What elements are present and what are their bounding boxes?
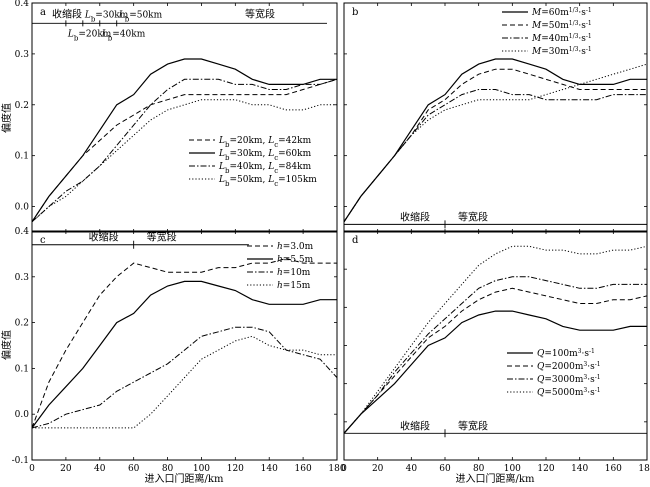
plot-frame: [343, 230, 648, 461]
y-tick-label: 0.0: [15, 410, 30, 420]
series-line-4: [32, 335, 337, 429]
panel-tag: b: [352, 7, 358, 18]
series-line-1: [343, 310, 647, 434]
series-line-2: [31, 58, 337, 223]
segment-right-label: 等宽段: [458, 419, 488, 432]
panel-b: b 收缩段 等宽段 M=60m1/3·s-1M=50m1/3·s-1M=40m1/3·…: [343, 2, 648, 233]
x-tick-label: 180: [328, 464, 345, 474]
panel-d: 0 20 40 60 80 100 120 140 160 180 d 收缩段 等宽段 Q=100m3·s…: [341, 230, 650, 474]
segment-left-label: 收缩段: [400, 419, 430, 432]
x-tick-label: 140: [571, 464, 588, 474]
series-line-1: [31, 257, 337, 429]
segment-right-label: 等宽段: [245, 7, 275, 20]
legend-label: h=15m: [277, 281, 311, 291]
legend-label: Lb=30km, Lc=60km: [218, 149, 312, 162]
legend-label: h=10m: [277, 268, 311, 278]
x-tick-label: 100: [193, 464, 210, 474]
y-tick-label: 0.2: [15, 319, 29, 329]
y-tick-label: -0.1: [12, 456, 29, 466]
legend-label: Lb=40km, Lc=84km: [218, 162, 312, 175]
legend-label: Lb=50km, Lc=105km: [218, 175, 317, 188]
series-line-2: [31, 280, 337, 429]
legend-label: Lb=20km, Lc=42km: [218, 136, 312, 149]
legend-label: M=60m1/3·s-1: [531, 7, 592, 19]
series-line-4: [343, 245, 648, 434]
x-tick-label: 20: [372, 464, 384, 474]
x-tick-label: 40: [406, 464, 418, 474]
series-line-1: [343, 58, 647, 223]
segment-left-label: 收缩段: [400, 210, 430, 223]
y-tick-label: 0.4: [15, 227, 30, 237]
x-tick-label: 160: [295, 464, 312, 474]
legend-label: h=3.0m: [277, 242, 314, 252]
panel-tag: c: [40, 235, 46, 246]
x-tick-label: 140: [261, 464, 278, 474]
marker-label: Lb=30km: [84, 10, 129, 23]
legend: Q=100m3·s-1Q=2000m3·s-1Q=3000m3·s-1Q=500…: [507, 348, 601, 399]
y-tick-label: 0.3: [15, 50, 30, 60]
x-tick-label: 120: [227, 464, 244, 474]
panel-tag: d: [352, 235, 359, 246]
legend-label: h=5.5m: [277, 255, 314, 265]
legend: h=3.0m h=5.5m h=10m h=15m: [247, 242, 314, 291]
y-axis-label: 偏度值: [0, 103, 13, 133]
plot-frame: [343, 2, 648, 233]
series-line-4: [31, 99, 337, 223]
x-tick-label: 180: [638, 464, 650, 474]
y-tick-label: 0.4: [15, 0, 30, 9]
series-line-3: [343, 89, 647, 223]
x-tick-label: 160: [605, 464, 622, 474]
x-tick-label: 60: [128, 464, 140, 474]
x-tick-label: 80: [162, 464, 174, 474]
segment-right-label: 等宽段: [147, 231, 177, 244]
y-tick-label: 0.1: [15, 152, 29, 162]
x-tick-label: 0: [29, 464, 35, 474]
panel-a: 0.0 0.1 0.2 0.3 0.4 a 收缩段 等宽段 Lb=20km Lb=30km Lb=4…: [15, 0, 338, 233]
segment-right-label: 等宽段: [458, 210, 488, 223]
marker-label: Lb=50km: [118, 10, 163, 23]
y-tick-label: 0.1: [15, 364, 29, 374]
y-axis-label: 偏度值: [0, 330, 13, 360]
panel-tag: a: [40, 7, 46, 18]
marker-label: Lb=40km: [101, 29, 146, 42]
legend-label: M=30m1/3·s-1: [531, 46, 592, 58]
legend: M=60m1/3·s-1M=50m1/3·s-1M=40m1/3·s-1M=30…: [502, 7, 592, 58]
legend-label: M=40m1/3·s-1: [531, 33, 592, 45]
series-line-2: [343, 287, 648, 434]
panel-c: 0 20 40 60 80 100 120 140 160 180 -0.1 0.0 0.1 0.2 0.3…: [12, 227, 346, 474]
plot-frame: [31, 230, 338, 461]
segment-left-label: 收缩段: [89, 231, 119, 244]
y-tick-label: 0.0: [15, 203, 30, 213]
x-tick-label: 40: [94, 464, 106, 474]
series-line-4: [343, 63, 648, 223]
x-tick-label: 100: [504, 464, 521, 474]
series-line-2: [343, 68, 647, 223]
x-tick-label: 0: [341, 464, 347, 474]
legend-label: Q=100m3·s-1: [537, 348, 595, 360]
y-tick-label: 0.2: [15, 101, 29, 111]
x-tick-label: 20: [60, 464, 72, 474]
segment-left-label: 收缩段: [52, 7, 82, 20]
y-tick-label: 0.3: [15, 273, 30, 283]
x-axis-label: 进入口门距离/km: [145, 472, 224, 485]
legend-label: Q=5000m3·s-1: [537, 387, 601, 399]
x-tick-label: 120: [537, 464, 554, 474]
series-line-3: [343, 276, 647, 434]
legend-label: Q=3000m3·s-1: [537, 374, 601, 386]
x-tick-label: 80: [473, 464, 485, 474]
legend-label: M=50m1/3·s-1: [531, 20, 592, 32]
plot-frame: [31, 2, 338, 233]
x-axis-label: 进入口门距离/km: [456, 472, 535, 485]
marker-label: Lb=20km: [67, 29, 112, 42]
x-tick-label: 60: [439, 464, 451, 474]
series-line-3: [31, 78, 338, 223]
legend-label: Q=2000m3·s-1: [537, 361, 601, 373]
